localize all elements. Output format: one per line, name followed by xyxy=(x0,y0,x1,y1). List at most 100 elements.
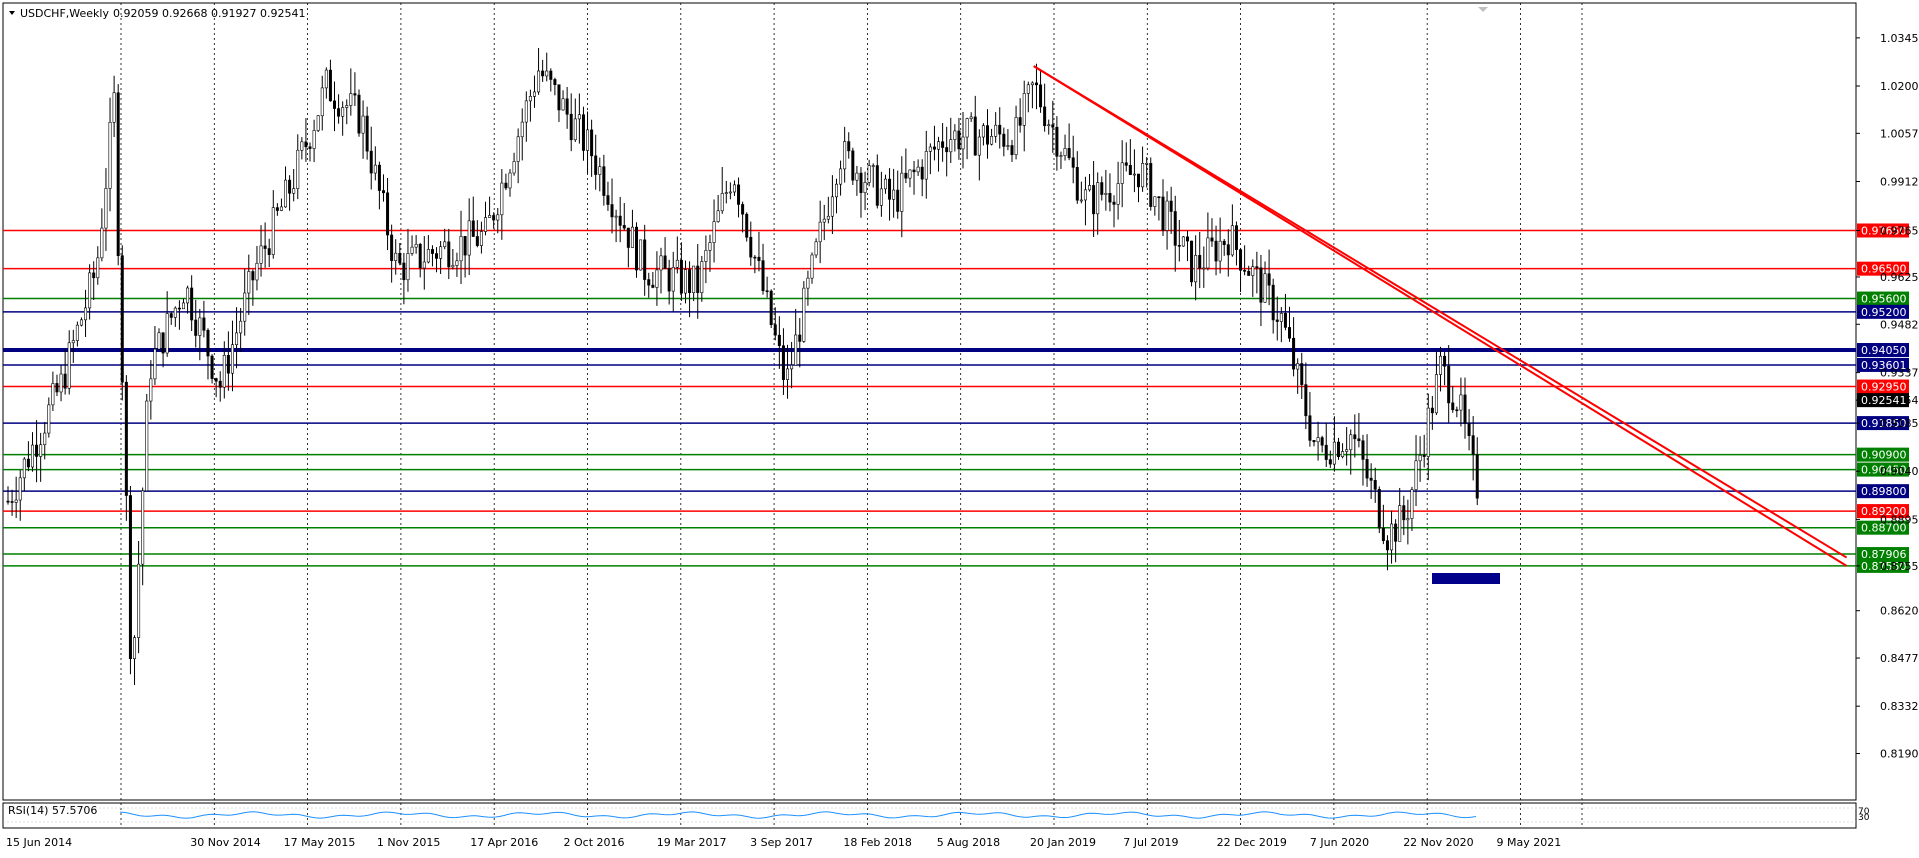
candle-body xyxy=(520,121,524,138)
candle-body xyxy=(916,166,920,173)
price-pane-frame xyxy=(2,2,1857,801)
candle-body xyxy=(626,227,630,248)
candle-body xyxy=(663,255,667,269)
candle-body xyxy=(1243,270,1247,272)
level-label: 0.91850 xyxy=(1861,417,1907,430)
candle-body xyxy=(847,141,851,152)
candle-body xyxy=(1349,434,1353,451)
candle-body xyxy=(1467,423,1471,436)
candle-body xyxy=(267,248,271,255)
candle-body xyxy=(1165,200,1169,231)
candle-body xyxy=(1198,255,1202,269)
level-label-box xyxy=(1857,291,1909,306)
candle-body xyxy=(920,166,924,180)
candle-body xyxy=(1385,540,1389,551)
candle-body xyxy=(602,166,606,196)
candle-body xyxy=(508,172,512,189)
current-price-box xyxy=(1857,393,1909,408)
candle-body xyxy=(1181,236,1185,247)
candle-body xyxy=(1067,148,1071,159)
candle-body xyxy=(598,166,602,175)
candle-body xyxy=(496,214,500,221)
candle-body xyxy=(953,130,957,140)
candle-body xyxy=(1051,124,1055,128)
candle-body xyxy=(488,215,492,218)
candle-body xyxy=(990,136,994,145)
candle-body xyxy=(1043,106,1047,127)
candle-body xyxy=(790,364,794,370)
candle-body xyxy=(696,265,700,293)
candle-body xyxy=(169,313,173,318)
candle-body xyxy=(202,317,206,331)
candle-body xyxy=(1377,488,1381,529)
candle-body xyxy=(528,96,532,102)
candle-body xyxy=(1414,460,1418,490)
candle-body xyxy=(1006,145,1010,147)
candle-body xyxy=(263,245,267,249)
candle-body xyxy=(810,254,814,279)
candle-body xyxy=(859,172,863,193)
candle-body xyxy=(1271,284,1275,321)
price-tick-label: 0.87550 xyxy=(1880,560,1919,573)
price-tick-label: 0.91850 xyxy=(1880,417,1919,430)
candle-body xyxy=(349,93,353,106)
candle-body xyxy=(88,272,92,309)
candle-body xyxy=(904,172,908,179)
candle-body xyxy=(1402,505,1406,521)
candle-body xyxy=(1104,192,1108,195)
candle-body xyxy=(186,287,190,304)
candle-body xyxy=(451,265,455,268)
target-box xyxy=(1432,573,1500,584)
candle-body xyxy=(504,182,508,189)
candle-body xyxy=(1332,441,1336,465)
candle-body xyxy=(761,260,765,292)
candle-body xyxy=(6,500,10,503)
candle-body xyxy=(198,317,202,336)
candle-body xyxy=(300,141,304,151)
candle-body xyxy=(475,236,479,246)
candle-body xyxy=(459,236,463,262)
candle-body xyxy=(965,118,969,138)
candle-body xyxy=(1471,435,1475,455)
candle-body xyxy=(1063,148,1067,156)
candle-body xyxy=(75,324,79,341)
candle-body xyxy=(59,373,63,393)
candle-body xyxy=(1210,237,1214,242)
candle-body xyxy=(1434,374,1438,414)
candle-body xyxy=(1083,189,1087,201)
level-label-box xyxy=(1857,416,1909,431)
candle-body xyxy=(426,249,430,263)
candle-body xyxy=(153,348,157,380)
dropdown-triangle-icon[interactable] xyxy=(9,11,15,15)
candle-body xyxy=(635,226,639,271)
level-label: 0.97650 xyxy=(1861,224,1907,237)
candle-body xyxy=(610,204,614,218)
symbol-label: USDCHF,Weekly xyxy=(20,7,109,20)
candle-body xyxy=(190,287,194,321)
candle-body xyxy=(279,206,283,211)
candle-body xyxy=(51,383,55,406)
candle-body xyxy=(165,313,169,354)
candle-body xyxy=(822,218,826,223)
level-label-box xyxy=(1857,484,1909,499)
candle-body xyxy=(537,70,541,93)
candle-body xyxy=(565,98,569,115)
candle-body xyxy=(284,179,288,208)
candle-body xyxy=(1357,438,1361,442)
candle-body xyxy=(679,259,683,294)
time-label: 18 Feb 2018 xyxy=(843,836,911,849)
time-label: 22 Nov 2020 xyxy=(1403,836,1473,849)
candle-body xyxy=(1369,477,1373,481)
candle-body xyxy=(435,253,439,259)
time-label: 1 Nov 2015 xyxy=(377,836,440,849)
candle-body xyxy=(630,226,634,248)
level-label-box xyxy=(1857,447,1909,462)
candle-body xyxy=(794,334,798,366)
candle-body xyxy=(549,70,553,80)
candle-body xyxy=(716,210,720,222)
candle-body xyxy=(239,320,243,334)
candle-body xyxy=(1353,434,1357,440)
